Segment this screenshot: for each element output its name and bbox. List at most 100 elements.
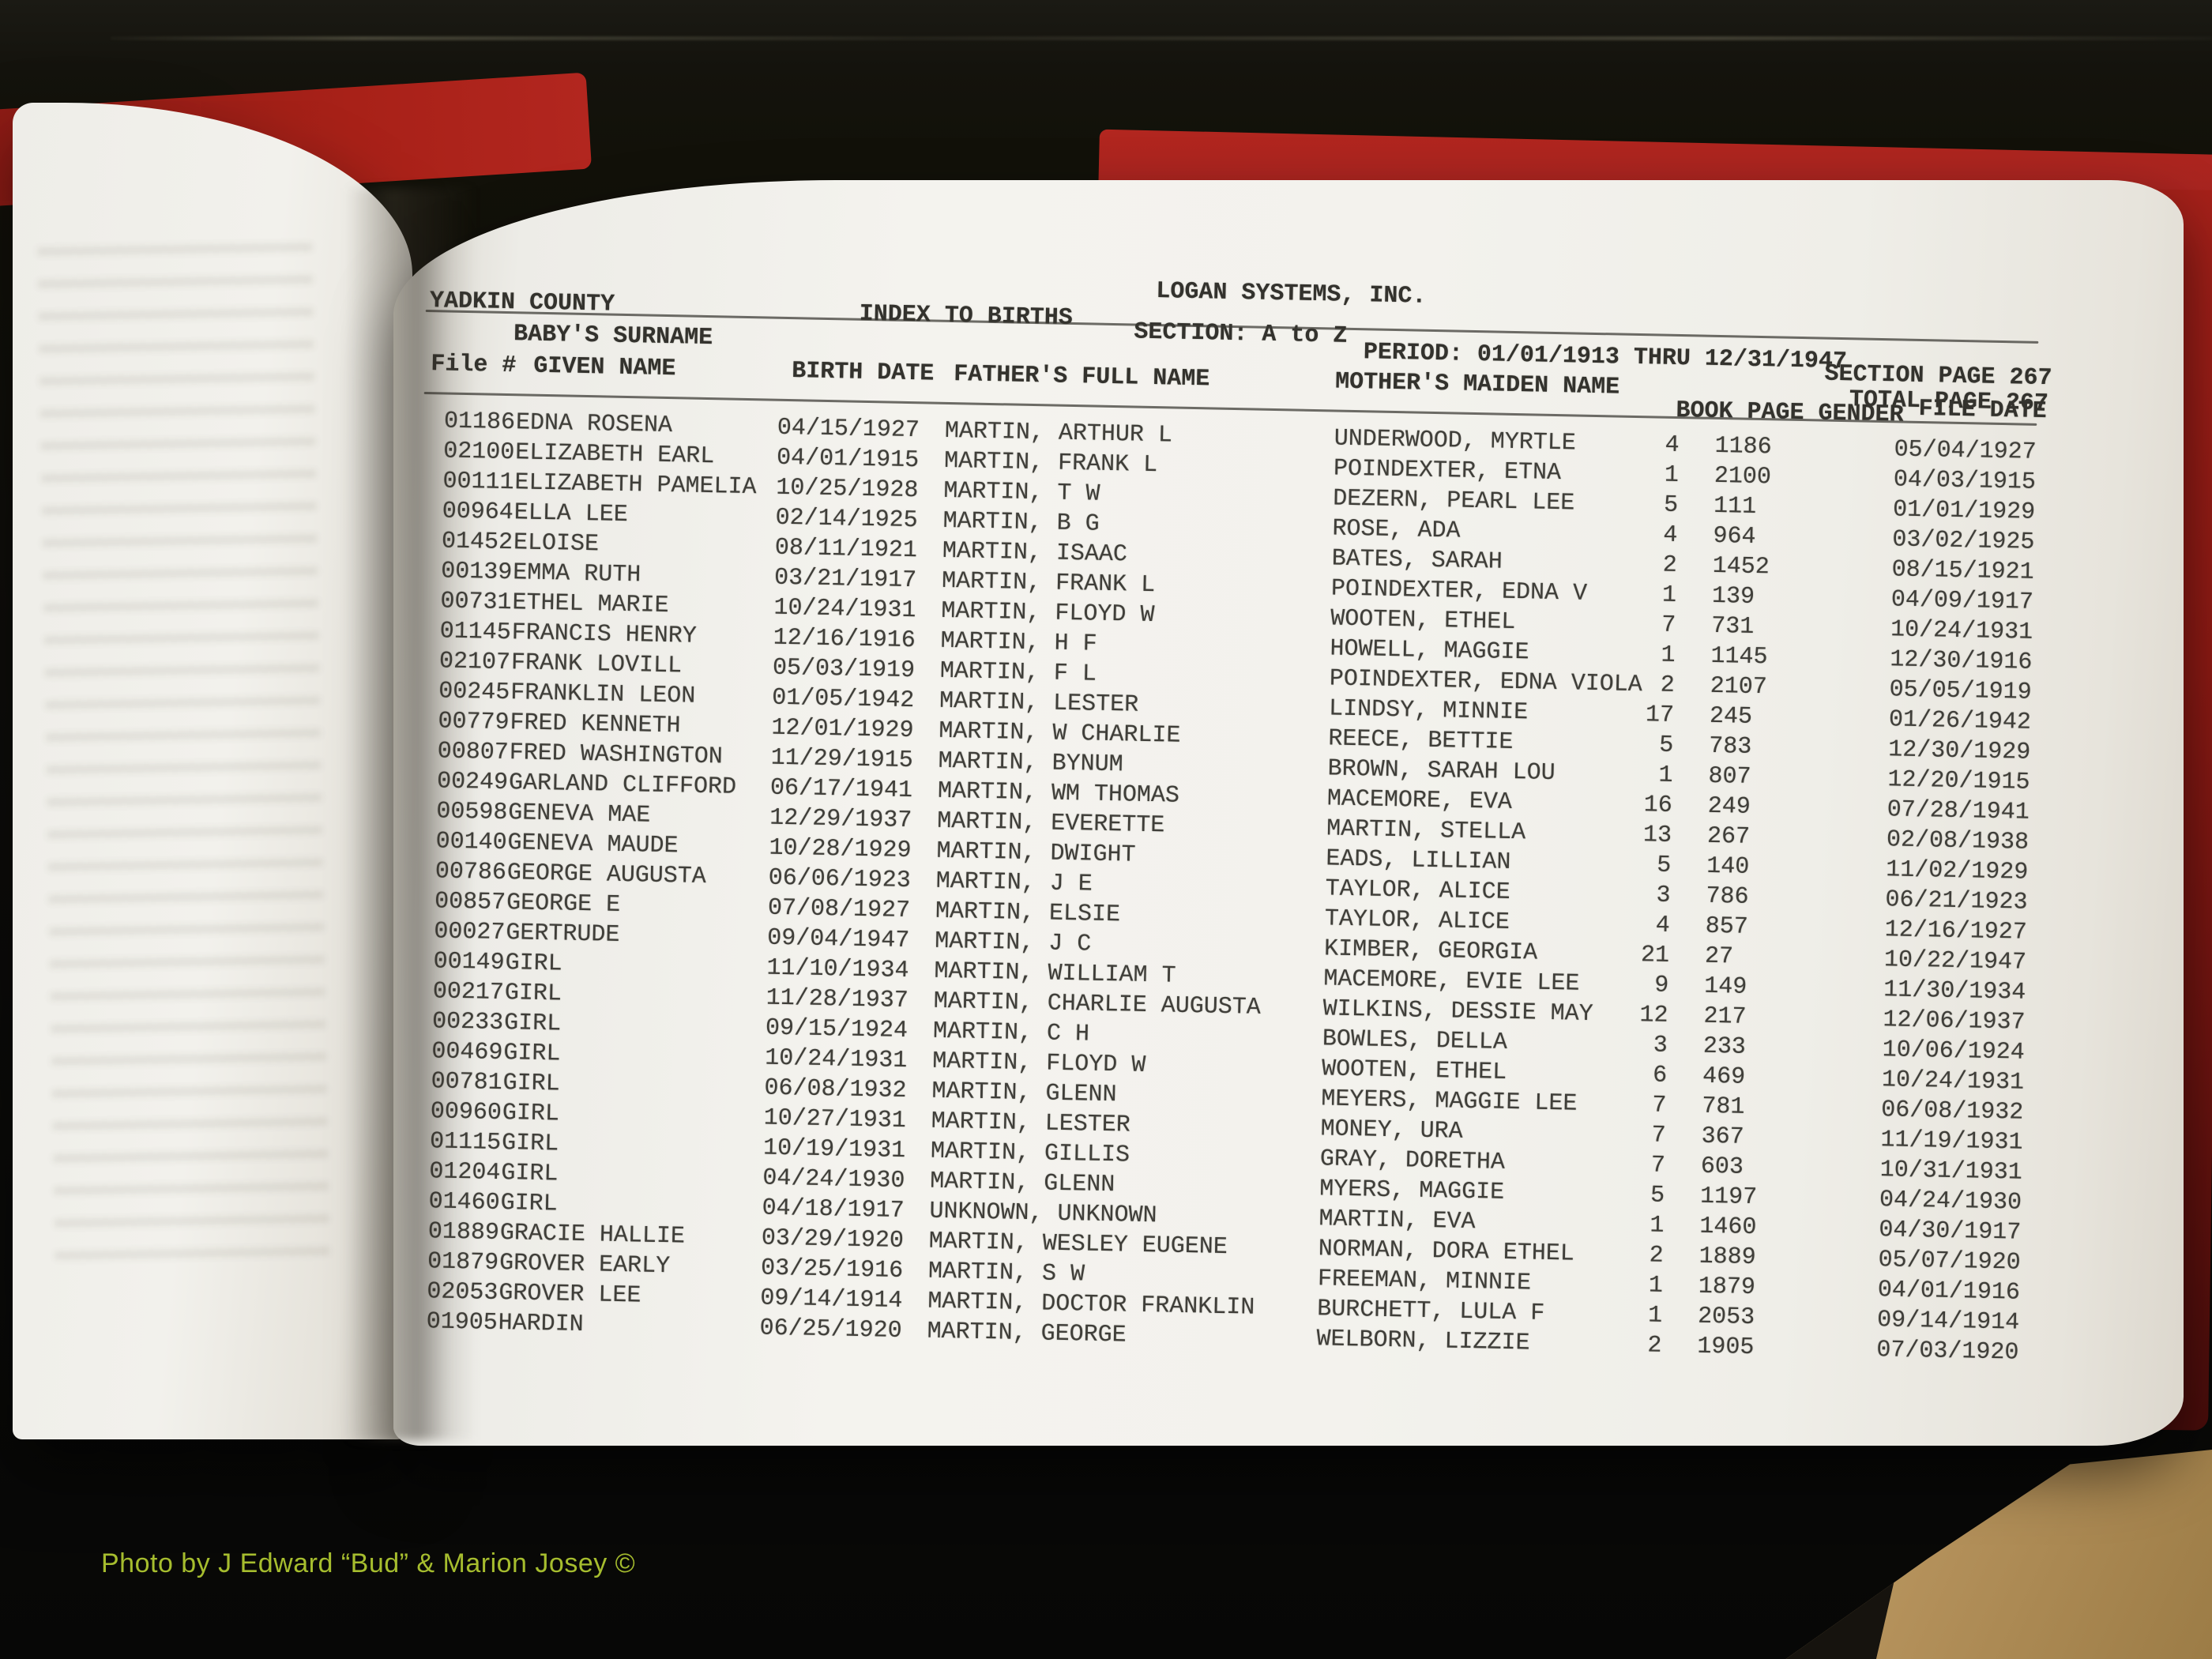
page-number: 2053 — [1697, 1303, 1755, 1332]
mother-name: WILKINS, DESSIE MAY — [1322, 995, 1593, 1029]
file-date: 04/24/1930 — [1879, 1187, 2022, 1217]
given-name: GIRL — [501, 1160, 559, 1188]
given-name: FRANKLIN LEON — [510, 679, 696, 710]
file-date: 10/31/1931 — [1879, 1157, 2023, 1187]
given-name: FRED KENNETH — [510, 709, 681, 740]
birth-date: 10/27/1931 — [763, 1104, 907, 1135]
given-name: ELIZABETH PAMELIA — [514, 469, 757, 502]
book-number: 12 — [1639, 1002, 1668, 1029]
mother-name: BROWN, SARAH LOU — [1327, 755, 1556, 788]
file-number: 01889 — [427, 1218, 500, 1247]
page-number: 469 — [1702, 1063, 1746, 1091]
file-date: 05/07/1920 — [1878, 1247, 2021, 1277]
mother-name: MARTIN, STELLA — [1326, 815, 1526, 847]
birth-date: 04/15/1927 — [777, 414, 920, 445]
book-number: 1 — [1664, 461, 1680, 490]
book-number: 4 — [1663, 521, 1678, 550]
gender-value — [1770, 1233, 1873, 1236]
mother-name: KIMBER, GEORGIA — [1323, 935, 1538, 967]
file-date: 12/30/1929 — [1887, 736, 2031, 766]
file-date: 06/08/1932 — [1880, 1097, 2024, 1127]
book-number: 2 — [1649, 1242, 1664, 1270]
file-date: 04/30/1917 — [1878, 1217, 2022, 1247]
mother-name: MYERS, MAGGIE — [1319, 1176, 1505, 1206]
file-number: 00469 — [431, 1038, 503, 1067]
mother-name: LINDSY, MINNIE — [1328, 695, 1529, 727]
file-number: 00245 — [438, 678, 510, 707]
photo-credit: Photo by J Edward “Bud” & Marion Josey © — [101, 1548, 636, 1578]
page-number: 1879 — [1698, 1273, 1756, 1302]
file-date: 10/24/1931 — [1881, 1066, 2025, 1097]
page-number: 27 — [1704, 942, 1734, 971]
book-number: 13 — [1642, 822, 1672, 849]
file-number: 00111 — [442, 468, 514, 497]
right-page: LOGAN SYSTEMS, INC. YADKIN COUNTY INDEX … — [393, 180, 2184, 1446]
floor — [1785, 1450, 2212, 1659]
birth-date: 10/28/1929 — [769, 834, 912, 865]
given-name: ETHEL MARIE — [512, 589, 669, 620]
birth-date: 12/01/1929 — [771, 714, 914, 745]
birth-date: 07/08/1927 — [767, 894, 911, 925]
file-date: 06/21/1923 — [1885, 886, 2028, 916]
col-header-surname: BABY'S SURNAME — [513, 321, 713, 352]
gender-value — [1777, 934, 1879, 936]
book-number: 1 — [1647, 1302, 1663, 1330]
file-number: 00233 — [431, 1008, 504, 1037]
file-number: 00807 — [437, 738, 510, 767]
book-number: 9 — [1653, 972, 1669, 999]
col-header-birth: BIRTH DATE — [791, 358, 935, 388]
birth-date: 09/15/1924 — [765, 1014, 908, 1045]
given-name: FRED WASHINGTON — [509, 739, 724, 771]
given-name: GERTRUDE — [506, 920, 620, 949]
birth-date: 10/24/1931 — [773, 594, 916, 625]
page-number: 149 — [1703, 972, 1747, 1001]
show-through-text — [36, 219, 330, 1260]
file-date: 04/01/1916 — [1877, 1277, 2021, 1307]
page-number: 233 — [1702, 1033, 1747, 1061]
book-number: 7 — [1650, 1152, 1666, 1179]
birth-date: 06/17/1941 — [769, 774, 913, 805]
book-number: 3 — [1653, 1032, 1668, 1059]
gender-value — [1770, 1293, 1872, 1296]
col-header-mother: MOTHER'S MAIDEN NAME — [1334, 368, 1620, 401]
gender-value — [1785, 514, 1887, 516]
given-name: GIRL — [503, 1010, 562, 1038]
page-number: 603 — [1700, 1153, 1744, 1181]
mother-name: MARTIN, EVA — [1319, 1206, 1476, 1236]
col-header-file: File # — [431, 351, 517, 380]
mother-name: DEZERN, PEARL LEE — [1332, 485, 1575, 517]
file-number: 00779 — [438, 708, 510, 737]
given-name: GIRL — [505, 950, 562, 978]
page-number: 786 — [1706, 882, 1749, 911]
book-number: 2 — [1647, 1332, 1662, 1360]
file-number: 00598 — [435, 798, 508, 827]
mother-name: NORMAN, DORA ETHEL — [1318, 1236, 1575, 1268]
given-name: EDNA ROSENA — [515, 409, 673, 440]
mother-name: BURCHETT, LULA F — [1316, 1296, 1545, 1327]
file-date: 12/30/1916 — [1890, 646, 2033, 676]
gender-value — [1779, 784, 1882, 786]
book-number: 6 — [1652, 1062, 1668, 1089]
file-date: 10/24/1931 — [1890, 616, 2033, 646]
birth-date: 03/21/1917 — [773, 564, 917, 595]
gender-value — [1779, 814, 1882, 816]
book-number: 5 — [1658, 732, 1674, 759]
page-number: 1889 — [1698, 1243, 1756, 1272]
mother-name: TAYLOR, ALICE — [1324, 905, 1510, 936]
header-title: INDEX TO BIRTHS — [859, 300, 1074, 332]
gender-value — [1784, 544, 1887, 546]
mother-name: BOWLES, DELLA — [1322, 1025, 1508, 1056]
left-page — [13, 103, 412, 1439]
birth-date: 01/05/1942 — [771, 684, 915, 715]
given-name: GROVER LEE — [498, 1280, 641, 1310]
birth-rows: 01186 EDNA ROSENA 04/15/1927 MARTIN, ART… — [405, 408, 2037, 1370]
page-number: 111 — [1713, 492, 1757, 521]
birth-date: 12/16/1916 — [773, 624, 916, 655]
printed-index: LOGAN SYSTEMS, INC. YADKIN COUNTY INDEX … — [405, 259, 2052, 1397]
file-date: 11/30/1934 — [1883, 976, 2026, 1006]
file-date: 05/05/1919 — [1889, 676, 2033, 706]
mother-name: POINDEXTER, EDNA VIOLA — [1329, 665, 1643, 699]
given-name: ELLA LEE — [514, 499, 629, 529]
gender-value — [1772, 1174, 1875, 1176]
